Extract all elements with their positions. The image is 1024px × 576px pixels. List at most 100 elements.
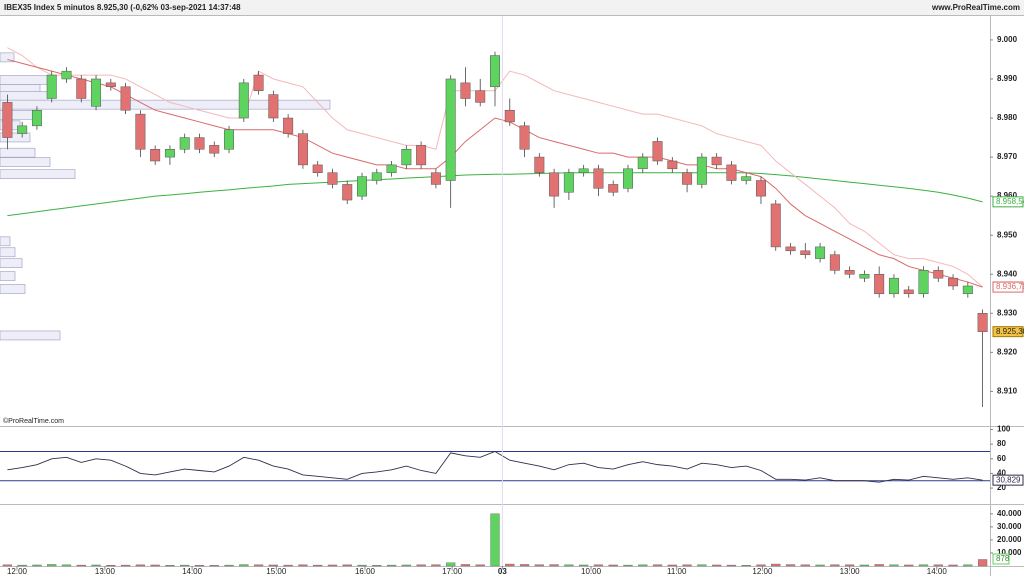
indicator-line [7,58,983,288]
volume-bar [91,564,101,567]
header-bar [0,0,1024,15]
x-tick-label: 13:00 [95,567,116,576]
candle-body [888,277,899,295]
volume-bar [918,564,929,567]
volume-bar [977,559,988,567]
y-tick-label: 9.000 [997,35,1018,44]
indicator-line [7,172,983,217]
candle-body [608,184,619,193]
volume-profile-bar [0,330,61,341]
x-tick-label: 17:00 [442,567,463,576]
candle-body [815,246,826,259]
candle-body [667,160,678,170]
candle-body [800,250,811,255]
x-tick-label: 14:00 [927,567,948,576]
value-label: 8.958,54 [996,197,1024,206]
volume-bar [61,564,72,567]
volume-bar [401,564,411,567]
y-tick-label: 8.990 [997,74,1018,83]
volume-bar [106,565,116,567]
volume-bar [150,564,160,567]
y-tick-label: 80 [997,439,1006,448]
volume-profile-bar [0,157,51,167]
candle-body [253,74,264,91]
y-tick-label: 8.960 [997,191,1018,200]
candle-body [637,156,648,170]
value-label: 8.925,30 [996,327,1024,336]
site-link[interactable]: www.ProRealTime.com [931,3,1020,12]
value-box [992,281,1024,293]
volume-bar [712,564,722,567]
volume-bar [446,562,456,567]
candle-body [578,168,589,173]
candle-body [696,156,707,185]
volume-bar [859,564,870,567]
candle-body [2,102,13,138]
volume-bar [874,564,884,567]
candle-body [770,203,781,248]
volume-bar [180,564,190,567]
candle-body [741,176,752,181]
y-tick-label: 8.970 [997,152,1018,161]
volume-bar [726,564,737,567]
volume-bar [815,564,825,567]
value-box [992,553,1010,565]
x-tick-label: 03 [498,567,507,576]
volume-bar [209,565,219,567]
y-tick-label: 10.000 [997,548,1022,557]
volume-profile-bar [0,52,15,63]
y-tick-label: 60 [997,454,1006,463]
chart-title: IBEX35 Index 5 minutos 8.925,30 (-0,62% … [4,3,241,12]
candle-body [327,172,338,185]
volume-bar [756,564,766,567]
volume-bar [313,564,323,567]
volume-bar [416,564,426,567]
volume-bar [224,564,234,567]
y-tick-label: 8.910 [997,387,1018,396]
candle-body [416,145,427,166]
candle-body [682,172,693,185]
y-tick-label: 8.980 [997,113,1018,122]
y-tick-label: 8.930 [997,308,1018,317]
candle-body [623,168,633,189]
x-tick-label: 11:00 [667,567,687,576]
candle-body [504,109,515,123]
volume-bar [17,564,27,567]
candle-body [76,78,87,99]
candle-body [859,273,870,279]
volume-profile-bar [0,169,76,179]
volume-profile-bar [0,147,36,158]
candle-body [903,289,914,295]
candle-body [224,129,235,150]
value-box [992,196,1024,208]
candle-body [31,109,42,127]
candle-body [844,270,855,275]
y-tick-label: 20.000 [997,535,1022,544]
candle-body [948,277,959,287]
volume-bar [771,563,781,567]
y-tick-label: 40 [997,469,1006,478]
volume-profile-bar [0,75,53,85]
candle-body [726,164,737,181]
candle-body [150,149,161,162]
volume-bar [579,564,589,567]
volume-bar [253,564,264,567]
candle-body [268,94,279,119]
y-tick-label: 20 [997,483,1006,492]
candle-body [46,74,57,99]
volume-bar [76,564,86,567]
x-tick-label: 12:00 [7,567,28,576]
candle-body [135,113,146,150]
candle-body [312,164,323,173]
volume-bar [844,564,855,567]
volume-bar [268,564,278,567]
volume-bar [239,564,249,567]
volume-bar [165,565,175,567]
value-box [992,474,1024,486]
volume-bar [357,564,367,567]
candle-body [874,273,885,295]
candle-body [371,172,382,181]
candle-body [829,254,840,271]
volume-profile-bar [0,284,26,294]
